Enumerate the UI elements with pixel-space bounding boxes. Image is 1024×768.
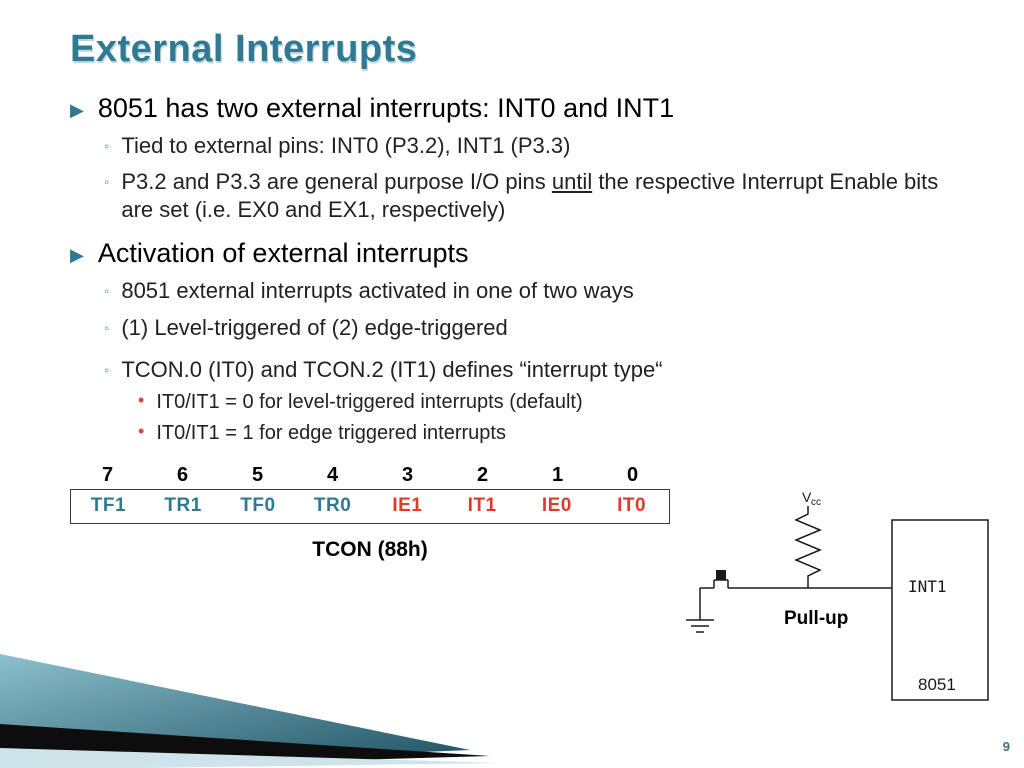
bullet-level3: • IT0/IT1 = 1 for edge triggered interru… [138, 421, 966, 446]
pullup-label: Pull-up [784, 608, 848, 630]
title-text: External Interrupts [70, 28, 417, 70]
bullet3-marker-icon: • [138, 420, 144, 443]
bullet3-text: IT0/IT1 = 1 for edge triggered interrupt… [156, 421, 506, 446]
page-number: 9 [1003, 739, 1010, 754]
tcon-bit-cell: IT1 [445, 490, 520, 523]
bullet3-text: IT0/IT1 = 0 for level-triggered interrup… [156, 390, 582, 415]
frag-underlined: until [552, 169, 592, 194]
tcon-caption: TCON (88h) [70, 538, 670, 562]
bullet2-marker-icon: ◦ [104, 320, 109, 337]
tcon-bit-number: 6 [145, 464, 220, 487]
bullet2-marker-icon: ◦ [104, 283, 109, 300]
vcc-sub: cc [811, 497, 821, 508]
tcon-bit-cell: TR1 [146, 490, 221, 523]
tcon-bit-cell: IE1 [370, 490, 445, 523]
bullet2-marker-icon: ◦ [104, 362, 109, 379]
bullet2-marker-icon: ◦ [104, 174, 109, 191]
tcon-bit-number: 4 [295, 464, 370, 487]
bullet1-text: 8051 has two external interrupts: INT0 a… [98, 93, 674, 124]
tcon-bit-cell: IT0 [594, 490, 669, 523]
bullet-level2: ◦ (1) Level-triggered of (2) edge-trigge… [104, 314, 966, 342]
tcon-bit-cell: TF0 [221, 490, 296, 523]
bullet2-text: Tied to external pins: INT0 (P3.2), INT1… [121, 132, 570, 160]
bullet2-text: TCON.0 (IT0) and TCON.2 (IT1) defines “i… [121, 356, 662, 384]
tcon-bit-cell: IE0 [520, 490, 595, 523]
tcon-bit-number: 5 [220, 464, 295, 487]
chip-name-label: 8051 [918, 675, 956, 694]
bullet-level2: ◦ Tied to external pins: INT0 (P3.2), IN… [104, 132, 966, 160]
bullet1-marker-icon: ▶ [70, 100, 84, 121]
tcon-bit-row: TF1TR1TF0TR0IE1IT1IE0IT0 [70, 489, 670, 524]
bullet2-text: (1) Level-triggered of (2) edge-triggere… [121, 314, 507, 342]
bullet1-marker-icon: ▶ [70, 245, 84, 266]
tcon-bit-number: 1 [520, 464, 595, 487]
tcon-bit-number: 2 [445, 464, 520, 487]
bullet-level2: ◦ TCON.0 (IT0) and TCON.2 (IT1) defines … [104, 356, 966, 384]
tcon-register-diagram: 76543210 TF1TR1TF0TR0IE1IT1IE0IT0 TCON (… [70, 464, 670, 562]
tcon-bit-number: 0 [595, 464, 670, 487]
bullet-level1: ▶ Activation of external interrupts [70, 238, 966, 269]
pullup-circuit-diagram: INT1 8051 V cc Pull-up [672, 488, 992, 718]
bullet3-marker-icon: • [138, 389, 144, 412]
bullet2-marker-icon: ◦ [104, 138, 109, 155]
tcon-bit-number: 3 [370, 464, 445, 487]
bullet2-text: 8051 external interrupts activated in on… [121, 277, 633, 305]
page-title: External Interrupts [70, 28, 966, 71]
frag-a: P3.2 and P3.3 are general purpose I/O pi… [121, 169, 552, 194]
tcon-bit-number: 7 [70, 464, 145, 487]
bullet-level2: ◦ 8051 external interrupts activated in … [104, 277, 966, 305]
tcon-bit-cell: TF1 [71, 490, 146, 523]
tcon-bit-numbers: 76543210 [70, 464, 670, 487]
bullet-level1: ▶ 8051 has two external interrupts: INT0… [70, 93, 966, 124]
bullet-level2: ◦ P3.2 and P3.3 are general purpose I/O … [104, 168, 966, 224]
tcon-bit-cell: TR0 [295, 490, 370, 523]
bullet2-text: P3.2 and P3.3 are general purpose I/O pi… [121, 168, 966, 224]
bullet-level3: • IT0/IT1 = 0 for level-triggered interr… [138, 390, 966, 415]
chip-pin-label: INT1 [908, 577, 947, 596]
bullet1-text: Activation of external interrupts [98, 238, 469, 269]
